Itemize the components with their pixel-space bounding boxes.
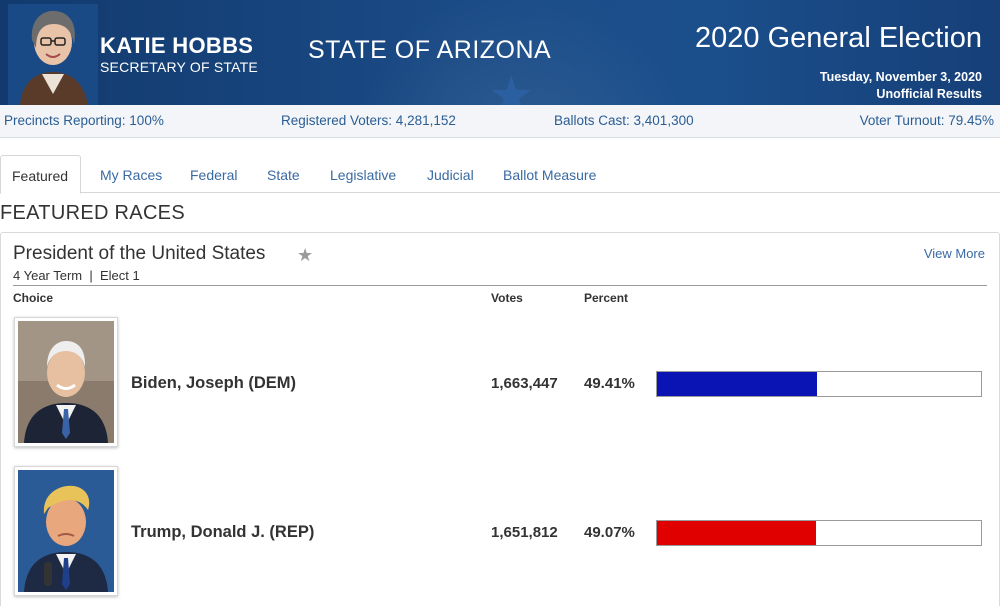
choice-column-header: Choice	[13, 291, 54, 305]
vote-share-bar	[656, 371, 982, 397]
tab-state[interactable]: State	[267, 167, 300, 183]
tab-featured[interactable]: Featured	[0, 155, 82, 194]
vote-share-fill	[657, 521, 816, 545]
ballots-cast: Ballots Cast: 3,401,300	[554, 113, 694, 128]
candidate-percent: 49.07%	[584, 524, 635, 541]
tab-legislative[interactable]: Legislative	[330, 167, 397, 183]
tab-ballot-measure[interactable]: Ballot Measure	[503, 167, 597, 183]
official-name: KATIE HOBBS	[100, 33, 254, 58]
voter-turnout: Voter Turnout: 79.45%	[859, 113, 994, 128]
state-name: STATE OF ARIZONA	[308, 36, 552, 64]
candidate-name: Trump, Donald J. (REP)	[131, 523, 315, 541]
view-more-link[interactable]: View More	[923, 246, 985, 261]
header-divider	[13, 285, 987, 286]
header-banner: ★ KATIE HOBBS SECRETARY OF STATE STATE O…	[0, 0, 1000, 105]
percent-column-header: Percent	[584, 291, 629, 305]
candidate-votes: 1,651,812	[491, 524, 558, 541]
favorite-star-icon[interactable]: ★	[297, 245, 314, 265]
vote-share-fill	[657, 372, 818, 396]
tab-my-races[interactable]: My Races	[100, 167, 163, 183]
official-title: SECRETARY OF STATE	[100, 59, 258, 75]
vote-share-bar	[656, 520, 982, 546]
precincts-reporting: Precincts Reporting: 100%	[4, 113, 164, 128]
tab-judicial[interactable]: Judicial	[427, 167, 474, 183]
tab-federal[interactable]: Federal	[190, 167, 238, 183]
registered-voters: Registered Voters: 4,281,152	[281, 113, 456, 128]
official-portrait	[8, 4, 98, 105]
election-date: Tuesday, November 3, 2020	[819, 70, 982, 84]
votes-column-header: Votes	[491, 291, 523, 305]
candidate-photo	[14, 466, 118, 596]
candidate-name: Biden, Joseph (DEM)	[131, 374, 297, 392]
race-term-info: 4 Year Term | Elect 1	[13, 268, 140, 283]
candidate-votes: 1,663,447	[491, 375, 558, 392]
results-status: Unofficial Results	[876, 87, 982, 101]
race-title: President of the United States	[13, 243, 266, 264]
banner-rays	[330, 0, 710, 105]
race-tabs: Featured My Races Federal State Legislat…	[0, 155, 1000, 194]
race-card: President of the United States ★ 4 Year …	[0, 232, 1000, 606]
election-title: 2020 General Election	[695, 22, 982, 54]
section-heading: FEATURED RACES	[0, 202, 185, 224]
stats-bar: Precincts Reporting: 100% Registered Vot…	[0, 105, 1000, 138]
candidate-photo	[14, 317, 118, 447]
candidate-percent: 49.41%	[584, 375, 635, 392]
banner-star-icon: ★	[488, 67, 535, 105]
